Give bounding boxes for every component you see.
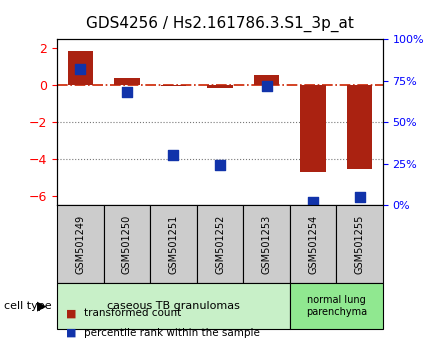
FancyBboxPatch shape	[150, 205, 197, 283]
Bar	[254, 75, 279, 85]
Bar	[114, 78, 140, 85]
Text: transformed count: transformed count	[84, 308, 181, 318]
Bar	[207, 85, 233, 88]
FancyBboxPatch shape	[57, 283, 290, 329]
FancyBboxPatch shape	[290, 283, 383, 329]
Text: cell type: cell type	[4, 301, 52, 311]
FancyBboxPatch shape	[197, 205, 243, 283]
FancyBboxPatch shape	[57, 205, 104, 283]
Text: ▶: ▶	[37, 300, 47, 313]
Bar	[300, 85, 326, 172]
Text: GSM501253: GSM501253	[261, 215, 271, 274]
Bar	[161, 85, 186, 86]
Text: GDS4256 / Hs2.161786.3.S1_3p_at: GDS4256 / Hs2.161786.3.S1_3p_at	[86, 16, 354, 32]
Bar	[347, 85, 372, 169]
FancyBboxPatch shape	[243, 205, 290, 283]
FancyBboxPatch shape	[336, 205, 383, 283]
Point	[216, 162, 224, 168]
Point	[124, 89, 131, 95]
Text: GSM501252: GSM501252	[215, 215, 225, 274]
Point	[356, 194, 363, 200]
Text: ■: ■	[66, 328, 77, 338]
Point	[263, 83, 270, 88]
Point	[309, 199, 316, 205]
Text: GSM501255: GSM501255	[355, 215, 365, 274]
Point	[170, 153, 177, 158]
Text: percentile rank within the sample: percentile rank within the sample	[84, 328, 260, 338]
Text: ■: ■	[66, 308, 77, 318]
Text: caseous TB granulomas: caseous TB granulomas	[107, 301, 240, 311]
Text: normal lung
parenchyma: normal lung parenchyma	[306, 295, 367, 317]
FancyBboxPatch shape	[290, 205, 336, 283]
Text: GSM501249: GSM501249	[75, 215, 85, 274]
Point	[77, 66, 84, 72]
Text: GSM501254: GSM501254	[308, 215, 318, 274]
Bar	[68, 51, 93, 85]
FancyBboxPatch shape	[104, 205, 150, 283]
Text: GSM501250: GSM501250	[122, 215, 132, 274]
Text: GSM501251: GSM501251	[169, 215, 179, 274]
